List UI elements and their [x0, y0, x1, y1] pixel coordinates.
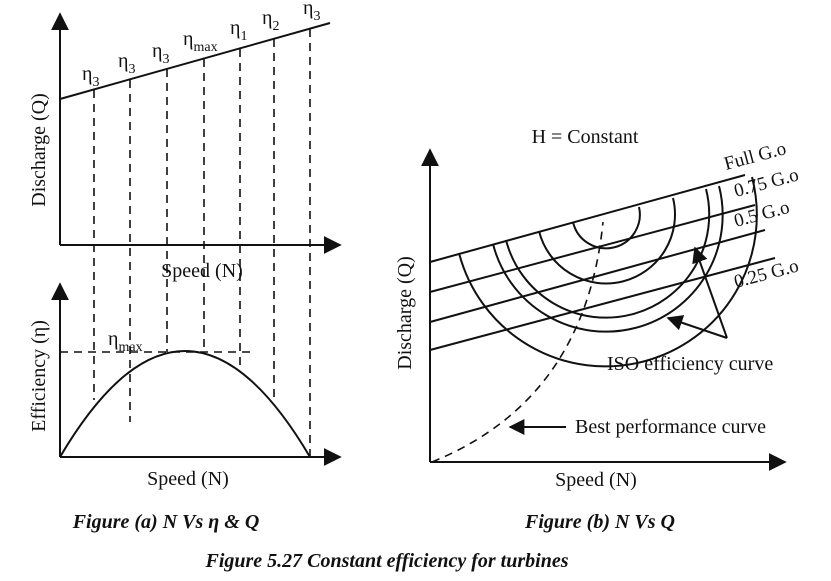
fig-b-best-label: Best performance curve [575, 416, 766, 438]
eta-label-7: η3 [303, 0, 320, 24]
eta-label-1: η3 [82, 63, 99, 90]
gate-line-full [429, 174, 746, 263]
iso-curve-1 [572, 206, 641, 250]
eta-label-6: η2 [262, 7, 279, 34]
gate-label-05: 0.5 G.o [732, 197, 792, 232]
fig-a-bottom-x-label: Speed (N) [147, 468, 229, 490]
fig-b-gate-lines [429, 174, 776, 351]
main-caption: Figure 5.27 Constant efficiency for turb… [205, 550, 569, 572]
eta-label-max: ηmax [183, 28, 218, 55]
fig-b-iso-curves [458, 176, 758, 368]
fig-a-top-y-label: Discharge (Q) [28, 93, 50, 206]
fig-b-iso-pointers [666, 246, 728, 339]
fig-b-graph: H = Constant Full G.o 0.75 G.o 0.5 G.o 0… [394, 126, 801, 491]
fig-b-y-label: Discharge (Q) [394, 256, 416, 369]
fig-a-bottom-y-label: Efficiency (η) [28, 320, 50, 432]
iso-curve-4 [492, 185, 724, 333]
fig-a-bottom-graph: ηmax Efficiency (η) Speed (N) [28, 282, 342, 490]
fig-a-efficiency-curve [59, 350, 311, 458]
iso-curve-5 [458, 176, 758, 368]
fig-b-best-performance-curve [431, 221, 604, 463]
fig-b-x-label: Speed (N) [555, 469, 637, 491]
gate-line-025 [429, 257, 776, 351]
eta-label-3: η3 [152, 40, 169, 67]
fig-a-top-graph: η3 η3 η3 ηmax η1 η2 η3 Discharge (Q) Spe… [28, 0, 342, 456]
fig-a-eta-max-label: ηmax [108, 328, 143, 355]
fig-a-discharge-line [59, 22, 331, 100]
gate-line-05 [429, 229, 766, 323]
fig-a-eta-labels: η3 η3 η3 ηmax η1 η2 η3 [82, 0, 320, 90]
fig-a-caption: Figure (a) N Vs η & Q [72, 511, 260, 533]
fig-a-top-x-label: Speed (N) [161, 260, 243, 282]
iso-curve-3 [505, 188, 711, 319]
fig-b-caption: Figure (b) N Vs Q [524, 511, 675, 533]
fig-a-vertical-dashes [93, 29, 311, 456]
fig-b-iso-label: ISO efficiency curve [607, 353, 773, 375]
fig-b-header: H = Constant [532, 126, 639, 148]
iso-curve-2 [538, 197, 676, 285]
eta-label-5: η1 [230, 17, 247, 44]
eta-label-2: η3 [118, 50, 135, 77]
gate-line-075 [429, 204, 756, 293]
